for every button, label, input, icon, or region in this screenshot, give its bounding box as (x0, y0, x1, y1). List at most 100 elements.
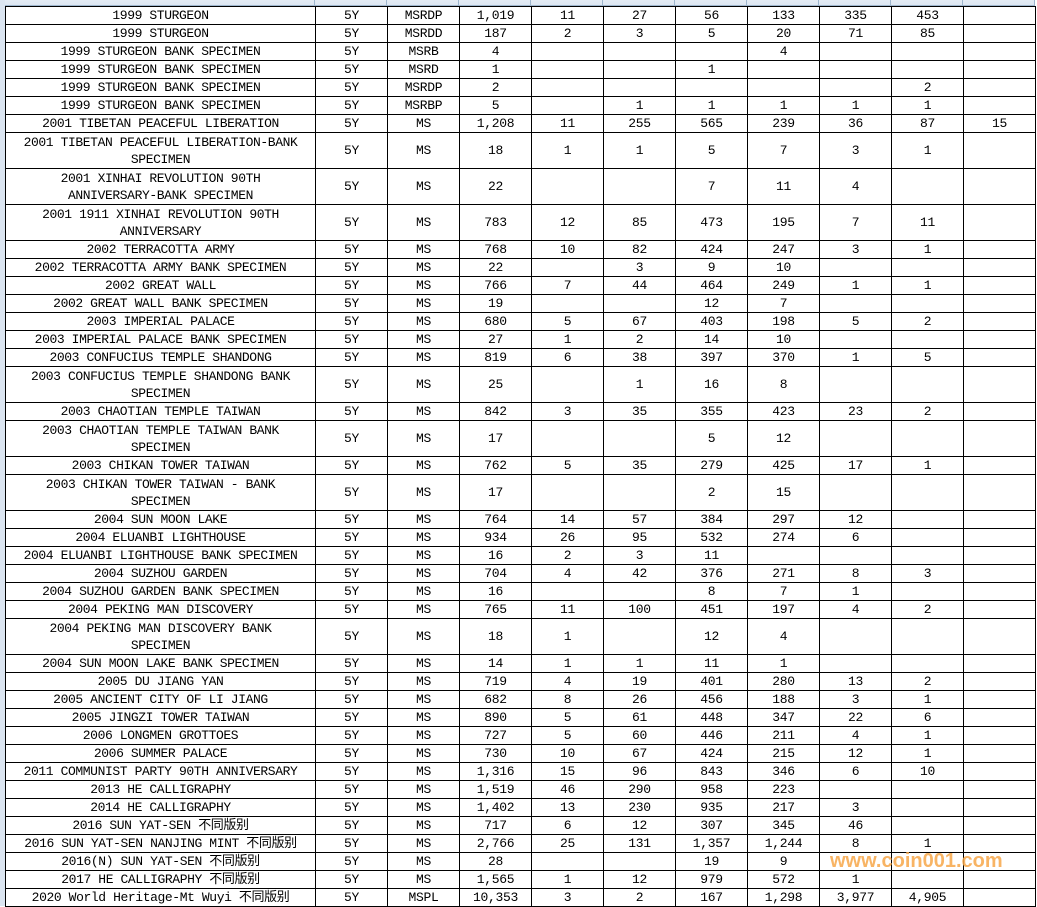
cell-c[interactable]: MS (387, 420, 460, 457)
cell-f[interactable]: 3 (603, 24, 676, 43)
cell-k[interactable] (963, 420, 1036, 457)
cell-b[interactable]: 5Y (315, 348, 388, 367)
cell-i[interactable]: 4 (819, 726, 892, 745)
cell-d[interactable]: 5 (459, 96, 532, 115)
cell-c[interactable]: MS (387, 528, 460, 547)
cell-h[interactable]: 1 (747, 96, 820, 115)
cell-f[interactable]: 67 (603, 312, 676, 331)
cell-b[interactable]: 5Y (315, 672, 388, 691)
cell-g[interactable]: 14 (675, 330, 748, 349)
cell-j[interactable]: 2 (891, 672, 964, 691)
cell-name[interactable]: 2016(N) SUN YAT-SEN 不同版别 (5, 852, 316, 871)
cell-b[interactable]: 5Y (315, 654, 388, 673)
cell-name[interactable]: 2005 DU JIANG YAN (5, 672, 316, 691)
cell-j[interactable]: 85 (891, 24, 964, 43)
cell-e[interactable]: 12 (531, 204, 604, 241)
cell-b[interactable]: 5Y (315, 510, 388, 529)
cell-h[interactable]: 297 (747, 510, 820, 529)
cell-f[interactable]: 27 (603, 6, 676, 25)
cell-e[interactable]: 1 (531, 870, 604, 889)
cell-e[interactable]: 46 (531, 780, 604, 799)
cell-e[interactable]: 1 (531, 330, 604, 349)
cell-b[interactable]: 5Y (315, 6, 388, 25)
cell-d[interactable]: 764 (459, 510, 532, 529)
cell-g[interactable]: 12 (675, 618, 748, 655)
cell-g[interactable]: 11 (675, 546, 748, 565)
cell-d[interactable]: 28 (459, 852, 532, 871)
cell-name[interactable]: 2004 PEKING MAN DISCOVERY BANK SPECIMEN (5, 618, 316, 655)
cell-name[interactable]: 2002 TERRACOTTA ARMY (5, 240, 316, 259)
cell-i[interactable]: 46 (819, 816, 892, 835)
cell-c[interactable]: MS (387, 168, 460, 205)
cell-h[interactable]: 215 (747, 744, 820, 763)
cell-i[interactable]: 13 (819, 672, 892, 691)
cell-b[interactable]: 5Y (315, 690, 388, 709)
cell-k[interactable] (963, 402, 1036, 421)
cell-k[interactable] (963, 744, 1036, 763)
cell-h[interactable]: 425 (747, 456, 820, 475)
cell-name[interactable]: 2014 HE CALLIGRAPHY (5, 798, 316, 817)
cell-c[interactable]: MS (387, 816, 460, 835)
cell-k[interactable] (963, 474, 1036, 511)
cell-g[interactable]: 2 (675, 474, 748, 511)
cell-f[interactable]: 35 (603, 402, 676, 421)
cell-d[interactable]: 1,402 (459, 798, 532, 817)
cell-d[interactable]: 783 (459, 204, 532, 241)
cell-j[interactable] (891, 798, 964, 817)
cell-c[interactable]: MS (387, 366, 460, 403)
cell-name[interactable]: 2004 ELUANBI LIGHTHOUSE (5, 528, 316, 547)
cell-j[interactable] (891, 474, 964, 511)
cell-i[interactable]: 17 (819, 456, 892, 475)
cell-c[interactable]: MS (387, 240, 460, 259)
cell-g[interactable]: 935 (675, 798, 748, 817)
cell-j[interactable] (891, 528, 964, 547)
cell-c[interactable]: MS (387, 708, 460, 727)
cell-k[interactable] (963, 654, 1036, 673)
cell-e[interactable] (531, 96, 604, 115)
cell-c[interactable]: MS (387, 402, 460, 421)
cell-e[interactable] (531, 852, 604, 871)
cell-h[interactable]: 9 (747, 852, 820, 871)
cell-d[interactable]: 1 (459, 60, 532, 79)
cell-e[interactable] (531, 258, 604, 277)
cell-d[interactable]: 682 (459, 690, 532, 709)
cell-j[interactable] (891, 870, 964, 889)
cell-j[interactable] (891, 780, 964, 799)
cell-name[interactable]: 2005 JINGZI TOWER TAIWAN (5, 708, 316, 727)
cell-j[interactable] (891, 330, 964, 349)
cell-k[interactable] (963, 42, 1036, 61)
cell-c[interactable]: MS (387, 510, 460, 529)
cell-name[interactable]: 2016 SUN YAT-SEN 不同版别 (5, 816, 316, 835)
cell-k[interactable] (963, 330, 1036, 349)
cell-c[interactable]: MSRBP (387, 96, 460, 115)
cell-f[interactable]: 3 (603, 546, 676, 565)
cell-g[interactable]: 167 (675, 888, 748, 907)
cell-c[interactable]: MS (387, 456, 460, 475)
cell-j[interactable]: 453 (891, 6, 964, 25)
cell-d[interactable]: 890 (459, 708, 532, 727)
cell-k[interactable] (963, 24, 1036, 43)
cell-f[interactable]: 95 (603, 528, 676, 547)
cell-e[interactable]: 26 (531, 528, 604, 547)
cell-e[interactable] (531, 366, 604, 403)
cell-d[interactable]: 1,019 (459, 6, 532, 25)
cell-b[interactable]: 5Y (315, 294, 388, 313)
cell-f[interactable] (603, 582, 676, 601)
cell-e[interactable] (531, 294, 604, 313)
cell-d[interactable]: 762 (459, 456, 532, 475)
cell-name[interactable]: 2011 COMMUNIST PARTY 90TH ANNIVERSARY (5, 762, 316, 781)
cell-d[interactable]: 680 (459, 312, 532, 331)
column-header-e[interactable]: E (531, 0, 603, 5)
cell-g[interactable]: 401 (675, 672, 748, 691)
cell-f[interactable]: 3 (603, 258, 676, 277)
cell-name[interactable]: 2001 1911 XINHAI REVOLUTION 90TH ANNIVER… (5, 204, 316, 241)
cell-d[interactable]: 22 (459, 168, 532, 205)
cell-h[interactable]: 10 (747, 330, 820, 349)
cell-h[interactable] (747, 546, 820, 565)
cell-k[interactable] (963, 618, 1036, 655)
cell-f[interactable]: 19 (603, 672, 676, 691)
cell-i[interactable]: 3 (819, 132, 892, 169)
cell-i[interactable] (819, 60, 892, 79)
cell-name[interactable]: 1999 STURGEON (5, 24, 316, 43)
cell-e[interactable] (531, 420, 604, 457)
